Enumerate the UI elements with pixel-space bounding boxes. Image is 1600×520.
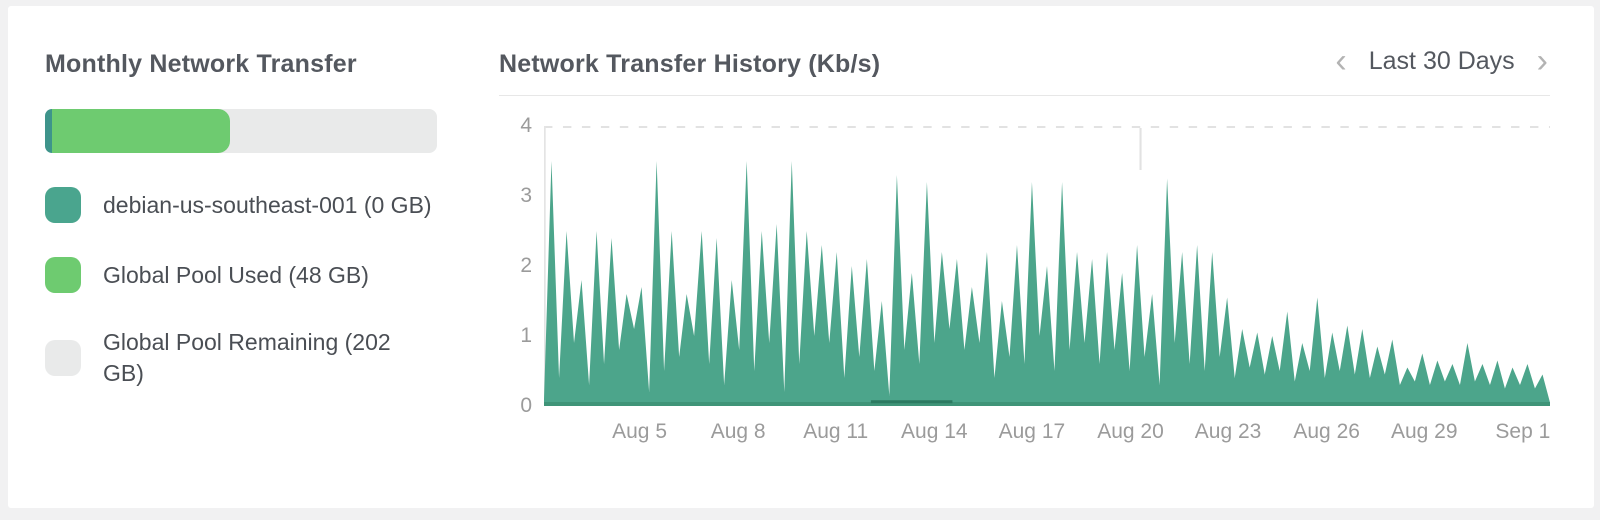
- area-chart-svg: [544, 126, 1550, 406]
- legend-item-instance[interactable]: debian-us-southeast-001 (0 GB): [45, 187, 463, 223]
- legend-label: Global Pool Used (48 GB): [103, 261, 369, 288]
- y-axis-labels: 0 1 2 3 4: [499, 114, 544, 417]
- legend-label: Global Pool Remaining (202 GB): [103, 329, 391, 386]
- y-tick-label: 1: [520, 324, 532, 347]
- chart-header: Network Transfer History (Kb/s) ‹ Last 3…: [499, 44, 1550, 96]
- usage-bar-segment-instance: [45, 109, 53, 153]
- chart-title: Network Transfer History (Kb/s): [499, 50, 881, 78]
- transfer-usage-bar: [45, 109, 437, 153]
- chevron-right-icon[interactable]: ›: [1536, 42, 1548, 80]
- transfer-chart-plot[interactable]: [544, 126, 1550, 406]
- x-tick-label: Aug 23: [1194, 420, 1262, 443]
- plot-wrap: Aug 5 Aug 8 Aug 11 Aug 14 Aug 17 Aug 20 Aug 23…: [544, 126, 1550, 452]
- x-tick-label: Aug 11: [803, 420, 869, 443]
- transfer-area-chart: 0 1 2 3 4 Aug 5 Aug 8 Aug 11 Aug 14 Aug 17 Aug 20…: [499, 114, 1550, 452]
- legend-swatch-gray: [45, 340, 81, 376]
- legend-item-pool-used[interactable]: Global Pool Used (48 GB): [45, 257, 463, 293]
- chevron-left-icon[interactable]: ‹: [1335, 42, 1347, 80]
- date-range-label: Last 30 Days: [1368, 46, 1515, 75]
- network-transfer-card: Monthly Network Transfer debian-us-south…: [8, 6, 1594, 508]
- y-tick-label: 4: [520, 114, 532, 137]
- x-tick-label: Aug 26: [1293, 420, 1360, 443]
- x-axis-labels: Aug 5 Aug 8 Aug 11 Aug 14 Aug 17 Aug 20 Aug 23…: [544, 406, 1550, 452]
- x-tick-label: Aug 14: [901, 420, 968, 443]
- transfer-history-panel: Network Transfer History (Kb/s) ‹ Last 3…: [463, 6, 1594, 508]
- monthly-transfer-title: Monthly Network Transfer: [45, 50, 357, 78]
- x-tick-label: Aug 29: [1390, 420, 1458, 443]
- legend-swatch-green: [45, 257, 81, 293]
- y-tick-label: 2: [520, 254, 532, 277]
- usage-bar-segment-pool-used: [52, 109, 230, 153]
- y-tick-label: 0: [520, 394, 532, 417]
- legend-item-pool-remaining[interactable]: Global Pool Remaining (202 GB): [45, 327, 463, 389]
- y-tick-label: 3: [520, 184, 532, 207]
- x-tick-label: Sep 1: [1495, 420, 1551, 443]
- x-tick-label: Aug 20: [1097, 420, 1164, 443]
- x-tick-label: Aug 17: [998, 420, 1066, 443]
- x-tick-label: Aug 8: [710, 420, 766, 443]
- date-range-pager: ‹ Last 30 Days ›: [1333, 42, 1550, 80]
- legend-swatch-teal: [45, 187, 81, 223]
- legend-label: debian-us-southeast-001 (0 GB): [103, 191, 432, 218]
- monthly-transfer-panel: Monthly Network Transfer debian-us-south…: [8, 6, 463, 508]
- transfer-legend: debian-us-southeast-001 (0 GB) Global Po…: [45, 187, 463, 389]
- x-tick-label: Aug 5: [612, 420, 668, 443]
